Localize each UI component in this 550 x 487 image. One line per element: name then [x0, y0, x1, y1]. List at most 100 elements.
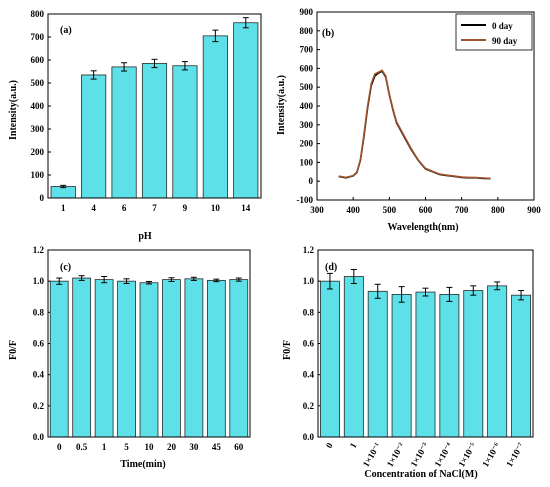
- panel-b-ytick-label: 400: [300, 101, 314, 111]
- panel-d-xtick-label: 1×10⁻⁷: [504, 441, 526, 469]
- panel-a-axes-frame: [47, 13, 262, 199]
- panel-c-bar: [206, 279, 226, 438]
- panel-c-xlabel: Time(min): [120, 459, 165, 470]
- panel-a-bars: [50, 17, 259, 199]
- panel-d-ytick-label: 1.0: [303, 276, 315, 286]
- panel-b-legend-label: 0 day: [492, 21, 513, 31]
- panel-d-bar: [511, 294, 532, 438]
- panel-a-ytick-label: 700: [31, 32, 45, 42]
- panel-a-ytick-label: 600: [31, 55, 45, 65]
- panel-b-tag: (b): [322, 28, 334, 39]
- panel-b-xtick-label: 500: [383, 205, 397, 215]
- panel-c-ytick-label: 1.2: [33, 245, 45, 255]
- panel-a-ytick-label: 100: [31, 170, 45, 180]
- panel-a-xtick-label: 6: [122, 203, 127, 213]
- panel-d-tag: (d): [325, 262, 337, 273]
- panel-b-series-line-1: [338, 69, 491, 180]
- panel-a-y-ticks: 0 100 200 300 400 500 600 700 800: [31, 9, 51, 203]
- panel-c-ytick-label: 0.6: [33, 339, 45, 349]
- panel-b-spectrum-line-chart: (b) Wavelength(nm) Intensity(a.u.) -100 0…: [276, 7, 541, 233]
- panel-b-xtick-label: 600: [419, 205, 433, 215]
- panel-d-ytick-label: 0.2: [303, 401, 315, 411]
- panel-d-bar: [439, 294, 460, 438]
- panel-b-axes-frame: [316, 11, 535, 201]
- panel-c-xtick-label: 30: [189, 442, 199, 452]
- panel-a-ytick-label: 500: [31, 78, 45, 88]
- panel-c-ylabel: F0/F: [8, 340, 19, 360]
- panel-c-xtick-label: 5: [124, 442, 129, 452]
- panel-d-bar: [487, 285, 508, 438]
- panel-c-bars: [49, 275, 249, 438]
- panel-b-xtick-label: 800: [491, 205, 505, 215]
- panel-d-bar: [391, 294, 412, 438]
- panel-d-ytick-label: 1.2: [303, 245, 315, 255]
- panel-b-ytick-label: 100: [300, 157, 314, 167]
- panel-a-ylabel: Intensity(a.u.): [8, 80, 19, 140]
- panel-c-bar: [162, 279, 181, 438]
- panel-d-xtick-label: 0: [324, 441, 335, 450]
- panel-b-legend-box: [455, 13, 533, 51]
- panel-d-xtick-label: 1×10⁻¹: [361, 441, 383, 469]
- panel-b-ytick-label: 300: [300, 120, 314, 130]
- panel-a-bar: [50, 186, 76, 199]
- panel-b-ytick-label: -100: [297, 195, 314, 205]
- panel-d-nacl-bar-chart: (d) Concentration of NaCl(M) F0/F 0.0 0.2…: [282, 245, 534, 480]
- panel-c-xtick-label: 45: [212, 442, 222, 452]
- panel-d-ytick-label: 0.6: [303, 339, 315, 349]
- panel-a-ytick-label: 200: [31, 147, 45, 157]
- panel-d-xlabel: Concentration of NaCl(M): [364, 469, 477, 480]
- panel-c-bar: [94, 279, 114, 438]
- panel-d-bar: [319, 280, 340, 438]
- panel-a-xtick-label: 1: [61, 203, 66, 213]
- panel-a-bar: [81, 74, 107, 199]
- panel-d-bars: [319, 268, 532, 438]
- panel-c-xtick-label: 0: [57, 442, 62, 452]
- panel-c-bar: [117, 280, 136, 438]
- panel-a-xtick-label: 4: [91, 203, 96, 213]
- panel-c-xtick-label: 20: [167, 442, 177, 452]
- panel-c-xtick-label: 1: [102, 442, 107, 452]
- panel-b-xtick-label: 700: [455, 205, 469, 215]
- panel-d-xtick-label: 1×10⁻²: [385, 441, 407, 469]
- panel-d-ylabel: F0/F: [282, 340, 293, 360]
- panel-c-bar: [139, 282, 159, 438]
- panel-b-ytick-label: 500: [300, 82, 314, 92]
- panel-a-xtick-label: 10: [211, 203, 221, 213]
- panel-c-axes-frame: [47, 249, 251, 438]
- panel-b-series-lines: [338, 69, 491, 180]
- panel-d-xtick-label: 1×10⁻⁴: [432, 441, 454, 469]
- panel-a-bar: [202, 35, 228, 199]
- panel-b-series-line-0: [338, 70, 491, 180]
- panel-d-bar: [367, 290, 388, 438]
- panel-b-xtick-label: 400: [346, 205, 360, 215]
- panel-b-y-ticks: -100 0 100 200 300 400 500 600 700 800 900: [297, 7, 320, 205]
- panel-d-xtick-label: 1×10⁻⁶: [480, 441, 502, 469]
- panel-d-xtick-label: 1: [348, 441, 359, 450]
- panel-c-bar: [49, 280, 69, 438]
- panel-a-bar: [172, 65, 198, 199]
- panel-b-ytick-label: 800: [300, 26, 314, 36]
- panel-b-xtick-label: 900: [527, 205, 541, 215]
- panel-c-bar: [72, 277, 92, 438]
- panel-a-ytick-label: 800: [31, 9, 45, 19]
- panel-d-ytick-label: 0.8: [303, 307, 315, 317]
- panel-c-ytick-label: 0.8: [33, 307, 45, 317]
- panel-b-ytick-label: 200: [300, 139, 314, 149]
- panel-b-xtick-label: 300: [310, 205, 324, 215]
- panel-a-xtick-label: 7: [152, 203, 157, 213]
- panel-a-xtick-label: 14: [241, 203, 251, 213]
- panel-d-xtick-label: 1×10⁻³: [409, 441, 431, 469]
- panel-b-ylabel: Intensity(a.u.): [276, 75, 287, 135]
- panel-c-x-ticks: 0 0.5 1 5 10 20 30 45 60: [57, 434, 244, 452]
- panel-a-bar: [111, 66, 137, 199]
- panel-c-ytick-label: 0.2: [33, 401, 45, 411]
- panel-b-ytick-label: 0: [309, 176, 314, 186]
- panel-c-ytick-label: 0.0: [33, 432, 45, 442]
- panel-c-bar: [229, 279, 249, 438]
- panel-c-ytick-label: 0.4: [33, 370, 45, 380]
- panel-b-xlabel: Wavelength(nm): [387, 222, 458, 233]
- panel-a-ytick-label: 0: [40, 193, 45, 203]
- panel-d-bar: [415, 291, 436, 438]
- panel-a-ytick-label: 400: [31, 101, 45, 111]
- panel-b-legend: 0 day 90 day: [455, 13, 533, 51]
